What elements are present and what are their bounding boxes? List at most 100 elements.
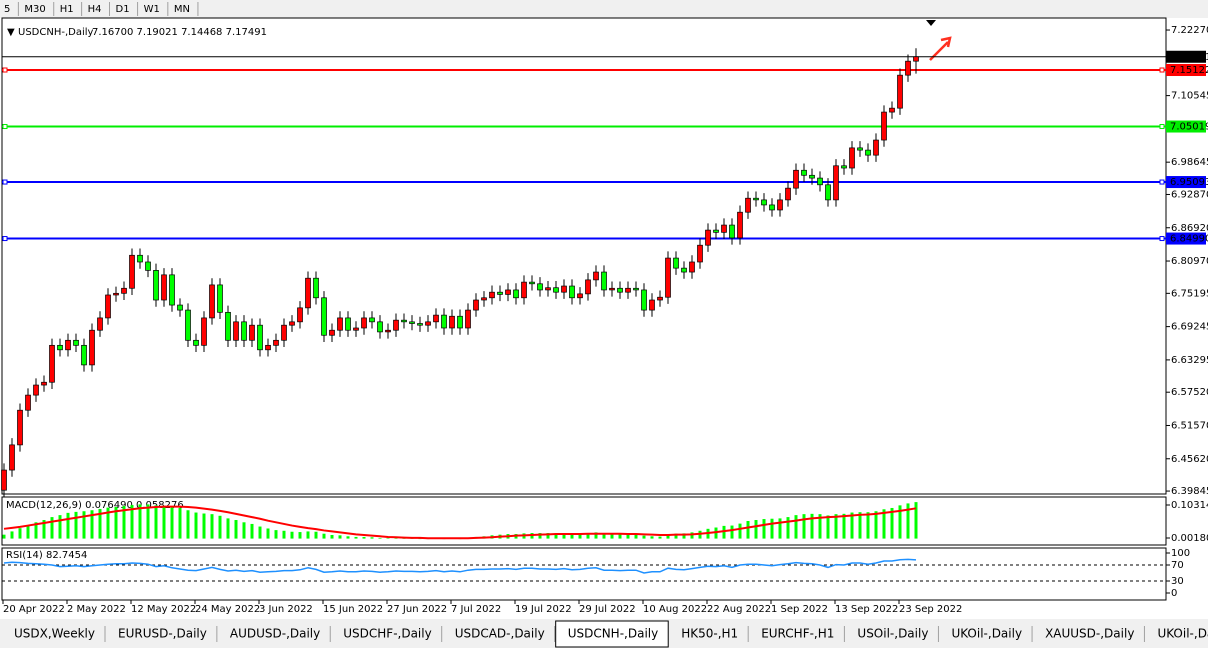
chart-tab-label[interactable]: EURCHF-,H1 xyxy=(761,627,834,641)
macd-bar xyxy=(882,509,886,539)
y-tick-label: 6.57520 xyxy=(1171,387,1208,398)
x-tick-label: 27 Jun 2022 xyxy=(387,604,447,615)
candle-body xyxy=(401,319,407,323)
macd-bar xyxy=(26,525,30,539)
chart-tab[interactable] xyxy=(442,623,555,645)
macd-label: MACD(12,26,9) 0.076490 0.058276 xyxy=(6,500,184,511)
chart-tab[interactable] xyxy=(749,623,845,645)
candle-body xyxy=(409,321,415,324)
candle-body xyxy=(745,197,751,213)
chart-tab[interactable] xyxy=(555,620,669,648)
candle-body xyxy=(33,384,39,396)
candle-body xyxy=(393,319,399,331)
macd-bar xyxy=(562,533,566,539)
chart-tab[interactable] xyxy=(669,623,749,645)
macd-bar xyxy=(210,514,214,539)
macd-bar xyxy=(746,521,750,539)
chart-tab[interactable] xyxy=(939,623,1033,645)
candle-body xyxy=(265,344,271,351)
macd-bar xyxy=(722,525,726,539)
chart-tab-label[interactable]: EURUSD-,Daily xyxy=(118,627,207,641)
timeframe-button[interactable]: D1 xyxy=(116,4,130,15)
x-tick-label: 23 Sep 2022 xyxy=(899,604,962,615)
candle-body xyxy=(665,257,671,298)
candle-body xyxy=(865,149,871,156)
chart-tab-label[interactable]: USOil-,Daily xyxy=(857,627,928,641)
candle-body xyxy=(825,184,831,201)
chart-tab[interactable] xyxy=(845,623,939,645)
y-tick-label: 70 xyxy=(1171,560,1184,571)
macd-bar xyxy=(178,507,182,539)
candle-body xyxy=(849,147,855,169)
candle-body xyxy=(497,291,503,295)
macd-bar xyxy=(826,515,830,539)
candle-body xyxy=(217,284,223,313)
candle-body xyxy=(209,284,215,319)
y-tick-label: 6.86920 xyxy=(1171,223,1208,234)
timeframe-button[interactable]: H1 xyxy=(60,4,74,15)
menu-arrow[interactable]: ▼ xyxy=(7,27,15,38)
timeframe-button[interactable]: 5 xyxy=(4,4,10,15)
y-tick-label: 100 xyxy=(1171,548,1190,559)
candle-body xyxy=(505,289,511,295)
macd-bar xyxy=(666,534,670,539)
chart-tab-label[interactable]: USDCNH-,Daily xyxy=(568,627,659,641)
macd-bar xyxy=(258,526,262,539)
chart-tab-label[interactable]: UKOil-,Da xyxy=(1157,627,1208,641)
candle-body xyxy=(905,60,911,76)
macd-bar xyxy=(10,531,14,539)
chart-tab-label[interactable]: HK50-,H1 xyxy=(681,627,738,641)
macd-bar xyxy=(786,517,790,539)
chart-tab-label[interactable]: USDCHF-,Daily xyxy=(343,627,431,641)
candle-body xyxy=(145,261,151,271)
macd-bar xyxy=(330,535,334,539)
macd-bar xyxy=(890,507,894,539)
macd-bar xyxy=(74,511,78,539)
timeframe-button[interactable]: M30 xyxy=(24,4,45,15)
candle-body xyxy=(281,324,287,341)
timeframe-button[interactable]: W1 xyxy=(144,4,160,15)
candle-body xyxy=(345,317,351,331)
chart-tab[interactable] xyxy=(2,623,105,645)
macd-bar xyxy=(146,504,150,539)
x-tick-label: 20 Apr 2022 xyxy=(3,604,65,615)
macd-bar xyxy=(570,533,574,539)
macd-bar xyxy=(802,514,806,539)
x-tick-label: 24 May 2022 xyxy=(195,604,260,615)
line-handle xyxy=(1159,179,1165,185)
candle-body xyxy=(657,296,663,301)
chart-tab-label[interactable]: USDX,Weekly xyxy=(14,627,95,641)
chart-tab-label[interactable]: USDCAD-,Daily xyxy=(455,627,545,641)
chart-tab[interactable] xyxy=(106,623,217,645)
chart-tab[interactable] xyxy=(217,623,331,645)
candle-body xyxy=(753,197,759,201)
chart-tab-label[interactable]: AUDUSD-,Daily xyxy=(230,627,320,641)
chart-tab[interactable] xyxy=(1145,623,1208,645)
candle-body xyxy=(609,287,615,291)
price-label: 7.17491 xyxy=(1170,52,1208,63)
chart-tab[interactable] xyxy=(1033,623,1145,645)
macd-bar xyxy=(626,534,630,539)
timeframe-button[interactable]: MN xyxy=(174,4,190,15)
candle-body xyxy=(105,294,111,319)
macd-bar xyxy=(98,508,102,539)
chart-tab-label[interactable]: UKOil-,Daily xyxy=(951,627,1022,641)
y-tick-label: 6.51570 xyxy=(1171,420,1208,431)
timeframe-button[interactable]: H4 xyxy=(88,4,102,15)
candle-body xyxy=(73,339,79,346)
macd-bar xyxy=(394,538,398,539)
candle-body xyxy=(737,211,743,239)
y-tick-label: 6.92870 xyxy=(1171,189,1208,200)
candle-body xyxy=(673,257,679,269)
candle-body xyxy=(305,277,311,309)
macd-bar xyxy=(738,523,742,539)
chart-tab-label[interactable]: XAUUSD-,Daily xyxy=(1045,627,1134,641)
macd-bar xyxy=(122,506,126,539)
chart-tab[interactable] xyxy=(331,623,442,645)
candle-body xyxy=(513,289,519,299)
macd-bar xyxy=(754,520,758,539)
macd-bar xyxy=(578,533,582,539)
price-label: 6.95093 xyxy=(1170,177,1208,188)
candle-body xyxy=(49,344,55,383)
